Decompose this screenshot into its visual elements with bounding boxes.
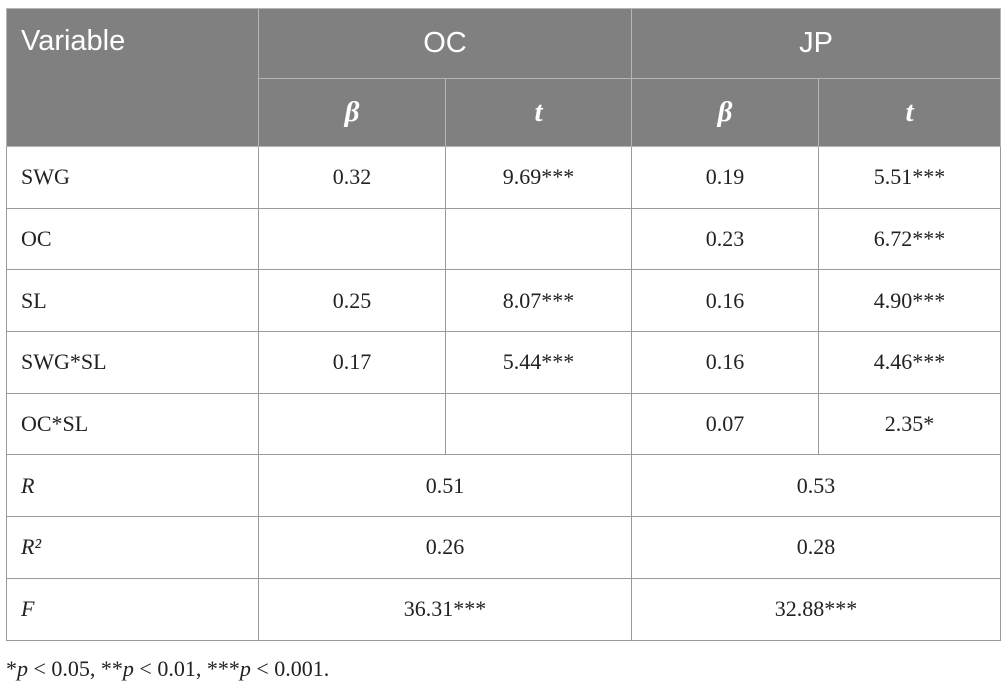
header-sub: β	[258, 78, 446, 147]
cell: 8.07***	[445, 269, 632, 333]
footnote-part: *	[6, 656, 17, 681]
cell: 2.35*	[818, 392, 1001, 456]
header-sub: t	[818, 78, 1001, 147]
row-label: SWG	[6, 146, 259, 209]
footnote-part: p	[122, 656, 134, 681]
row: SL 0.25 8.07*** 0.16 4.90***	[6, 269, 1001, 333]
cell: 0.17	[258, 331, 446, 394]
cell	[445, 392, 632, 456]
summary-row: R² 0.26 0.28	[6, 516, 1001, 579]
cell: 0.51	[258, 454, 632, 518]
footnote-part: p	[17, 656, 28, 681]
header-sub: t	[445, 78, 632, 147]
cell: 0.25	[258, 269, 446, 333]
row: OC 0.23 6.72***	[6, 207, 1001, 271]
row-label: F	[6, 577, 259, 641]
row-label: OC	[6, 207, 259, 271]
row-label: SWG*SL	[6, 331, 259, 394]
cell: 36.31***	[258, 577, 632, 641]
cell: 0.16	[631, 331, 819, 394]
footnote: *p < 0.05, **p < 0.01, ***p < 0.001.	[6, 656, 329, 682]
header-group: OC	[258, 8, 632, 79]
cell: 5.51***	[818, 146, 1001, 209]
cell: 0.23	[631, 207, 819, 271]
cell: 0.53	[631, 454, 1001, 518]
row: SWG*SL 0.17 5.44*** 0.16 4.46***	[6, 331, 1001, 394]
cell	[258, 207, 446, 271]
cell: 6.72***	[818, 207, 1001, 271]
summary-row: F 36.31*** 32.88***	[6, 577, 1001, 641]
cell: 0.19	[631, 146, 819, 209]
header-sub: β	[631, 78, 819, 147]
row-label: R	[6, 454, 259, 518]
footnote-part: p	[239, 656, 251, 681]
cell: 0.32	[258, 146, 446, 209]
cell: 0.07	[631, 392, 819, 456]
footnote-part: < 0.001.	[250, 656, 330, 681]
cell: 9.69***	[445, 146, 632, 209]
summary-row: R 0.51 0.53	[6, 454, 1001, 518]
cell	[445, 207, 632, 271]
cell: 5.44***	[445, 331, 632, 394]
row: SWG 0.32 9.69*** 0.19 5.51***	[6, 146, 1001, 209]
cell: 0.28	[631, 516, 1001, 579]
cell: 0.26	[258, 516, 632, 579]
footnote-part: < 0.05, **	[28, 656, 123, 681]
row-label: SL	[6, 269, 259, 333]
cell: 4.90***	[818, 269, 1001, 333]
cell	[258, 392, 446, 456]
row-label: R²	[6, 516, 259, 579]
row: OC*SL 0.07 2.35*	[6, 392, 1001, 456]
cell: 4.46***	[818, 331, 1001, 394]
header-group: JP	[631, 8, 1001, 79]
row-label: OC*SL	[6, 392, 259, 456]
header-variable: Variable	[6, 8, 259, 147]
cell: 32.88***	[631, 577, 1001, 641]
footnote-part: < 0.01, ***	[133, 656, 240, 681]
cell: 0.16	[631, 269, 819, 333]
